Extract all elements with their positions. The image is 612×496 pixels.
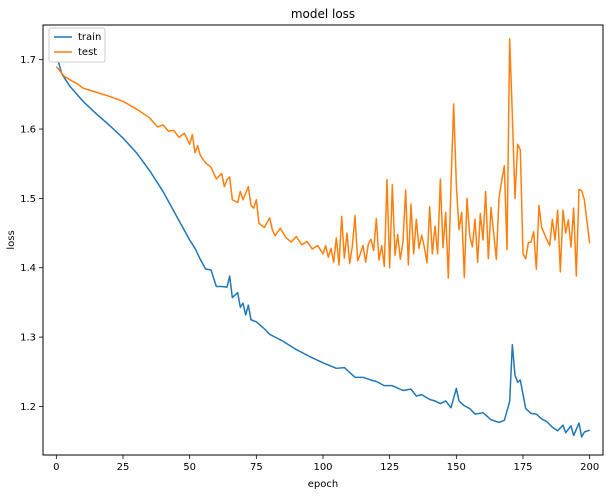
chart-title: model loss <box>291 7 355 21</box>
y-tick-label: 1.4 <box>20 263 36 274</box>
x-tick-label: 150 <box>447 462 466 473</box>
legend: train test <box>48 27 106 63</box>
y-tick-label: 1.5 <box>20 194 36 205</box>
legend-test-label: test <box>78 47 97 58</box>
x-tick-label: 75 <box>250 462 263 473</box>
x-axis-label: epoch <box>308 479 338 490</box>
series-line-train <box>55 53 590 438</box>
x-tick-label: 0 <box>53 462 59 473</box>
legend-train-label: train <box>78 32 101 43</box>
y-tick-label: 1.6 <box>20 125 36 136</box>
x-tick-label: 125 <box>380 462 399 473</box>
x-tick-label: 50 <box>183 462 196 473</box>
x-tick-label: 25 <box>117 462 130 473</box>
y-tick-label: 1.2 <box>20 402 36 413</box>
x-tick-label: 175 <box>513 462 532 473</box>
y-tick-label: 1.3 <box>20 333 36 344</box>
y-axis: 1.2 1.3 1.4 1.5 1.6 1.7 <box>20 55 43 413</box>
x-tick-label: 200 <box>580 462 599 473</box>
x-axis: 0 25 50 75 100 125 150 175 200 <box>53 455 599 473</box>
series-line-test <box>55 38 591 279</box>
y-tick-label: 1.7 <box>20 55 36 66</box>
y-axis-label: loss <box>6 230 17 249</box>
x-tick-label: 100 <box>313 462 332 473</box>
